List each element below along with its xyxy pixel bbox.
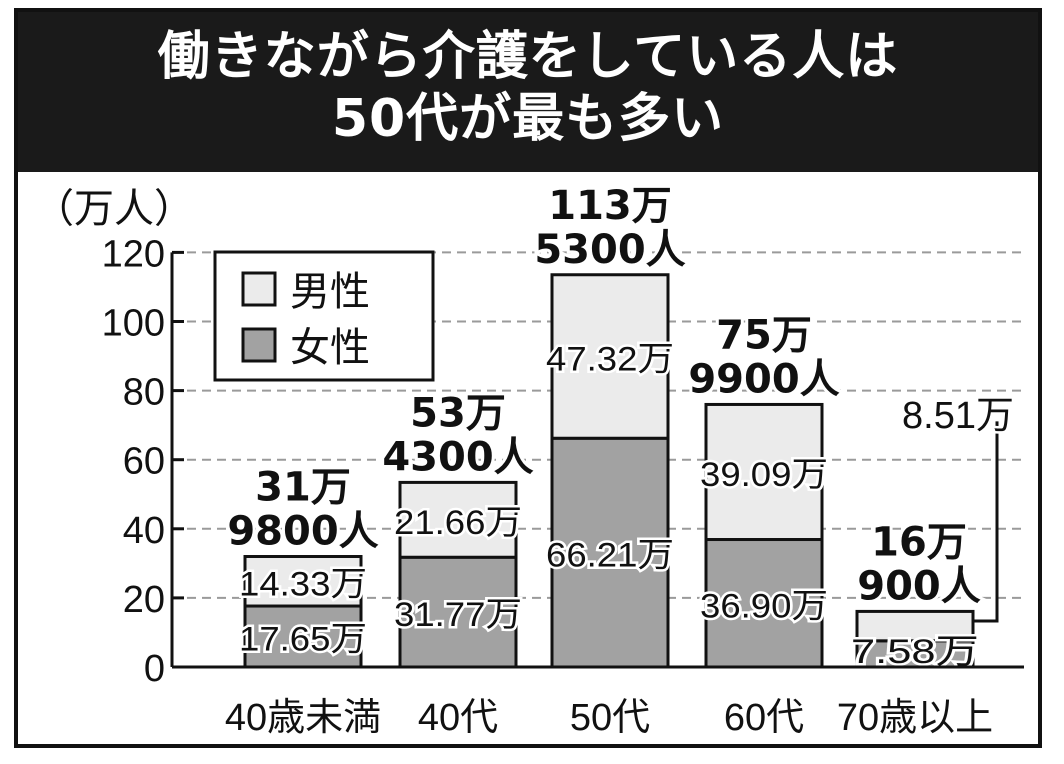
female-value-label: 36.90万 [700, 587, 828, 625]
x-tick-label: 70歳以上 [837, 697, 993, 739]
chart-frame: 働きながら介護をしている人は 50代が最も多い [14, 8, 1042, 748]
bar-female [398, 555, 518, 669]
female-value-label: 7.58万 [851, 633, 979, 671]
female-value-label: 31.77万 [394, 596, 522, 634]
x-axis: 40歳未満 40代 50代 60代 70歳以上 [225, 697, 993, 739]
total-label: 4300人 [382, 434, 533, 480]
legend: 男性 女性 [213, 250, 435, 382]
title-line-1: 働きながら介護をしている人は [157, 27, 899, 87]
legend-swatch-female [241, 327, 277, 363]
male-value-label: 21.66万 [394, 504, 522, 542]
total-label: 113万 [548, 183, 672, 229]
female-value-label: 17.65万 [239, 621, 367, 659]
y-tick-label: 40 [123, 510, 165, 552]
bars [243, 273, 975, 669]
x-tick-label: 40歳未満 [225, 697, 381, 739]
male-value-label: 8.51万 [902, 395, 1014, 437]
y-axis: 0 20 40 60 80 100 120 [102, 233, 1024, 690]
male-value-label: 39.09万 [700, 456, 828, 494]
bar-male [550, 273, 670, 440]
total-label: 9900人 [688, 356, 839, 402]
female-value-label: 66.21万 [546, 537, 674, 575]
bar-male [243, 555, 363, 608]
bar-female [704, 538, 824, 669]
legend-label-male: 男性 [290, 270, 370, 314]
total-label: 75万 [716, 312, 812, 358]
callout-line [973, 421, 999, 623]
total-label: 9800人 [227, 509, 378, 555]
bar-male [855, 609, 975, 643]
bar-male [704, 402, 824, 542]
x-tick-label: 40代 [418, 697, 498, 739]
legend-swatch-male [241, 271, 277, 307]
x-tick-label: 60代 [724, 697, 804, 739]
male-value-label: 47.32万 [546, 340, 674, 378]
y-tick-label: 120 [102, 233, 165, 275]
total-label: 53万 [410, 390, 506, 436]
y-tick-label: 60 [123, 441, 165, 483]
total-label: 16万 [871, 519, 967, 565]
total-label: 900人 [857, 563, 981, 609]
x-tick-label: 50代 [570, 697, 650, 739]
y-tick-label: 100 [102, 303, 165, 345]
bar-male [398, 480, 518, 559]
y-axis-unit-label: （万人） [34, 187, 194, 231]
title-line-2: 50代が最も多い [331, 89, 725, 149]
male-value-label: 14.33万 [239, 565, 367, 603]
chart-title: 働きながら介護をしている人は 50代が最も多い [18, 12, 1038, 172]
total-label: 31万 [255, 465, 351, 511]
total-label: 5300人 [534, 227, 685, 273]
y-tick-label: 0 [144, 648, 165, 690]
y-tick-label: 20 [123, 579, 165, 621]
y-tick-label: 80 [123, 372, 165, 414]
legend-label-female: 女性 [290, 326, 370, 370]
